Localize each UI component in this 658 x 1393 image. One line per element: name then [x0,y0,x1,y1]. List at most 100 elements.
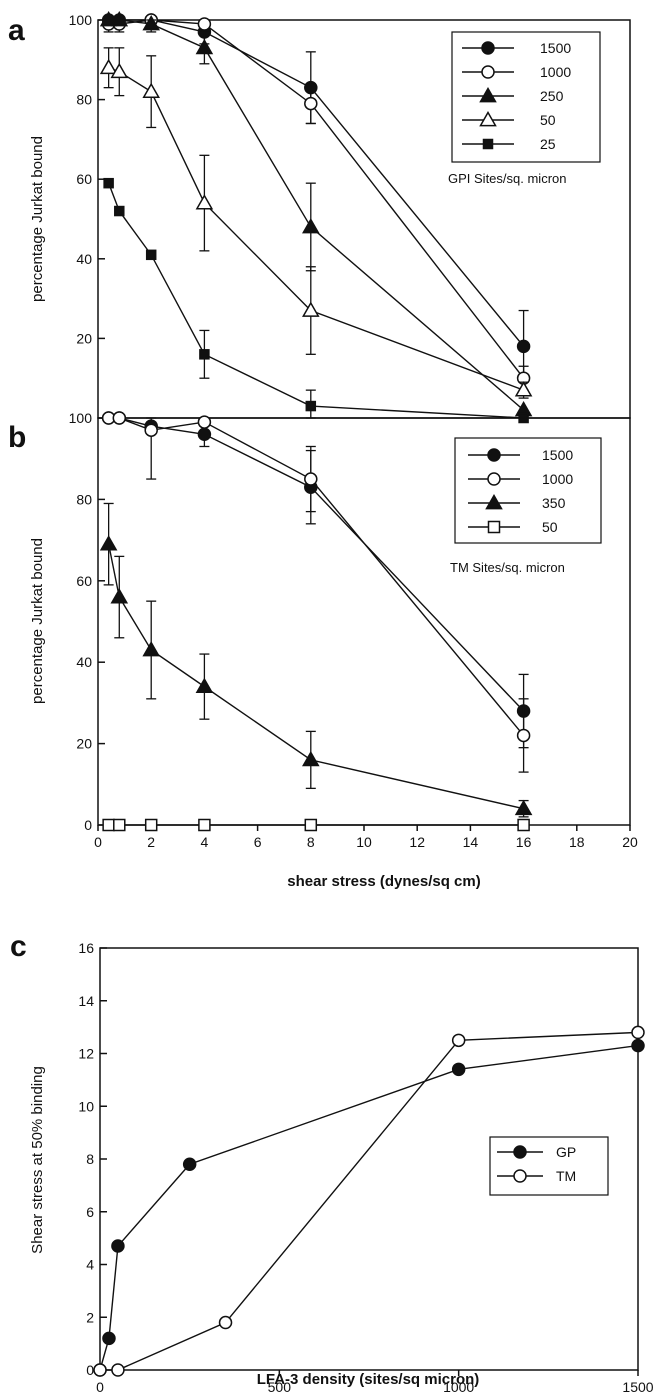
legend-entry-250: 250 [462,86,564,104]
y-tick-label: 8 [86,1151,94,1167]
y-tick-label: 20 [76,736,92,752]
x-tick-label: 6 [254,834,262,850]
legend-label: GP [556,1144,576,1160]
data-point-25 [103,177,114,189]
data-point-TM [631,1025,645,1040]
legend-label: 50 [542,519,558,535]
legend-entry-1000: 1000 [468,471,573,487]
y-tick-label: 80 [76,491,92,507]
series-1000 [101,411,531,773]
y-tick-label: 80 [76,92,92,108]
legend-marker-350 [485,493,503,510]
y-tick-label: 4 [86,1257,94,1273]
y-tick-label: 100 [69,12,93,28]
x-tick-label: 10 [356,834,372,850]
legend-entry-50: 50 [462,110,556,128]
data-point-50 [102,818,115,832]
panel-a-legend: 1500 1000 250 50 25 GPI Sites/sq. micron [448,31,601,186]
data-point-1000 [304,472,318,486]
data-point-250 [142,14,160,31]
panel-a: a 20 40 60 80 100 percentage Jurkat bound 15… [8,10,631,424]
series-line-GP [99,1044,639,1371]
legend-label: 1500 [542,447,573,463]
data-point-TM [111,1363,125,1377]
data-point-50 [302,301,320,317]
legend-entry-1000: 1000 [462,64,571,80]
x-tick-label: 2 [147,834,155,850]
series-line-350 [107,544,524,810]
panel-a-y-axis: 20 40 60 80 100 [69,12,105,346]
data-point-1000 [197,415,212,429]
y-tick-label: 14 [78,993,94,1009]
legend-label: 1500 [540,40,571,56]
data-point-350 [302,750,320,767]
data-point-50 [142,82,160,99]
legend-entry-25: 25 [462,136,556,152]
data-point-1000 [516,728,531,743]
panel-b-y-axis-title: percentage Jurkat bound [29,538,46,704]
x-tick-label: 1000 [443,1379,474,1393]
legend-marker-GP [513,1145,527,1159]
legend-marker-1500 [481,41,495,55]
data-point-50 [99,58,118,75]
data-point-250 [302,217,320,234]
legend-entry-50: 50 [468,519,558,535]
data-point-1500 [516,339,531,354]
data-point-350 [514,799,533,816]
legend-entry-GP: GP [497,1144,576,1160]
data-point-25 [114,205,125,217]
legend-marker-250 [479,86,497,103]
y-tick-label: 2 [86,1309,94,1325]
panel-c-y-axis: 0 2 4 6 8 10 12 14 16 [78,940,107,1378]
series-50 [102,818,530,832]
panel-c-x-axis: 0 500 1000 1500 [96,1370,654,1393]
legend-marker-1500 [487,448,501,462]
panel-a-letter: a [8,14,25,47]
panel-c-letter: c [10,930,27,963]
legend-label: 1000 [542,471,573,487]
data-point-1000 [112,411,127,425]
legend-label: 1000 [540,64,571,80]
legend-entry-1500: 1500 [462,40,571,56]
data-point-1500 [197,427,212,442]
data-point-25 [145,249,157,261]
y-tick-label: 16 [78,940,94,956]
y-tick-label: 60 [76,171,92,187]
data-point-TM [451,1033,466,1048]
x-tick-label: 16 [516,834,532,850]
panel-c: c 0 2 4 6 8 10 12 14 16 0 500 1000 1500 Shear stres… [10,930,654,1393]
data-point-25 [305,400,317,412]
x-tick-label: 20 [622,834,638,850]
series-350 [99,502,533,818]
y-tick-label: 20 [76,330,92,346]
y-tick-label: 10 [78,1098,94,1114]
data-point-350 [142,640,160,657]
data-point-50 [195,194,214,210]
series-TM [93,1025,645,1377]
panel-c-x-axis-title: LFA-3 density (sites/sq micron) [257,1371,480,1388]
x-tick-label: 0 [96,1379,104,1393]
panel-b-series [99,411,533,832]
data-point-GP [182,1157,197,1172]
x-tick-label: 12 [409,834,425,850]
legend-marker-50 [479,110,497,127]
panel-a-legend-box [451,31,601,163]
x-tick-label: 1500 [622,1379,653,1393]
data-point-50 [304,818,318,832]
legend-label: 350 [542,495,566,511]
data-point-50 [514,381,533,397]
data-point-1000 [197,17,212,31]
y-tick-label: 0 [84,817,92,833]
legend-label: 250 [540,88,564,104]
data-point-1000 [304,96,318,111]
data-point-350 [110,588,129,604]
x-tick-label: 4 [201,834,209,850]
y-tick-label: 6 [86,1204,94,1220]
data-point-GP [451,1062,466,1077]
legend-marker-1000 [487,472,501,486]
legend-marker-TM [513,1169,527,1183]
data-point-TM [93,1363,107,1377]
panel-b: b 0 20 40 60 80 100 0 2 4 6 8 10 12 14 16 18 20 percent… [8,410,638,890]
panel-c-series [93,1025,645,1377]
